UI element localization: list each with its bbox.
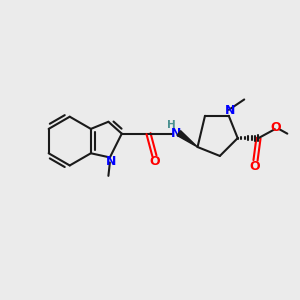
Text: O: O [250, 160, 260, 173]
Text: O: O [270, 121, 281, 134]
Text: N: N [171, 127, 182, 140]
Polygon shape [177, 131, 198, 147]
Text: N: N [224, 104, 235, 117]
Text: H: H [167, 120, 176, 130]
Text: N: N [106, 155, 116, 168]
Text: O: O [149, 155, 160, 168]
